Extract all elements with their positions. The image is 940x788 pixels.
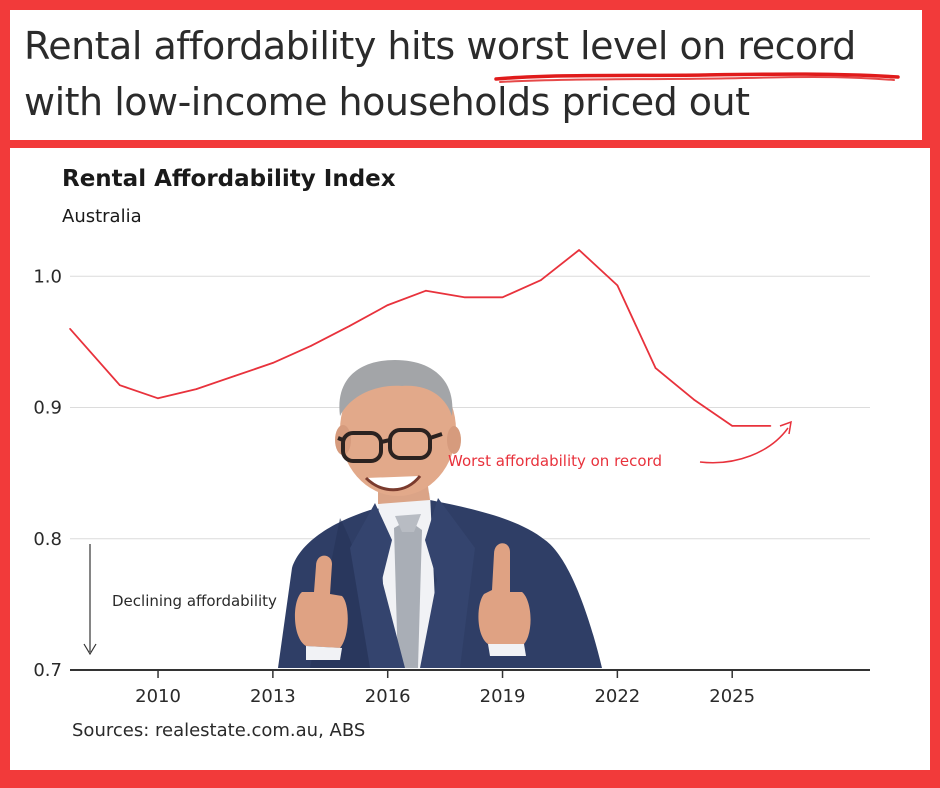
data-point — [693, 399, 695, 401]
data-point — [234, 375, 236, 377]
data-point — [425, 290, 427, 292]
data-point — [540, 279, 542, 281]
data-point — [157, 398, 159, 400]
annotation-worst: Worst affordability on record — [448, 452, 662, 470]
data-point — [655, 367, 657, 369]
x-tick-label: 2022 — [594, 686, 640, 707]
x-tick-label: 2010 — [135, 686, 181, 707]
x-tick-label: 2013 — [250, 686, 296, 707]
y-tick-label: 1.0 — [33, 266, 62, 287]
chart-source: Sources: realestate.com.au, ABS — [72, 720, 365, 741]
chart-title: Rental Affordability Index — [62, 166, 396, 192]
data-point — [731, 425, 733, 427]
data-point — [119, 384, 121, 386]
data-point — [69, 328, 71, 330]
data-point — [349, 325, 351, 327]
annotation-declining: Declining affordability — [112, 592, 277, 610]
x-tick-label: 2016 — [365, 686, 411, 707]
chart-subtitle: Australia — [62, 206, 142, 227]
x-axis-ticks: 2010 2013 2016 2019 2022 2025 — [135, 670, 755, 707]
y-tick-label: 0.8 — [33, 529, 62, 550]
chart-panel: Rental Affordability Index Australia 0.7… — [10, 148, 930, 770]
x-tick-label: 2019 — [480, 686, 526, 707]
data-point — [578, 249, 580, 251]
data-point — [617, 285, 619, 287]
man-thumbs-up-photo — [278, 360, 602, 668]
data-point — [770, 425, 772, 427]
x-tick-label: 2025 — [709, 686, 755, 707]
y-tick-label: 0.7 — [33, 660, 62, 681]
headline-highlight: worst level on record — [466, 24, 855, 68]
y-axis-ticks: 0.7 0.8 0.9 1.0 — [33, 266, 62, 681]
headline-prefix: Rental affordability hits — [24, 24, 466, 68]
y-tick-label: 0.9 — [33, 398, 62, 419]
data-point — [502, 296, 504, 298]
gridlines — [70, 276, 870, 539]
data-point — [310, 345, 312, 347]
annotation-arrow-curve — [700, 428, 788, 463]
headline-box: Rental affordability hits worst level on… — [10, 10, 922, 140]
data-point — [387, 304, 389, 306]
headline-line2: with low-income households priced out — [24, 80, 750, 124]
rental-affordability-chart: Rental Affordability Index Australia 0.7… — [10, 148, 930, 770]
data-point — [196, 388, 198, 390]
red-underline-scribble — [494, 70, 900, 86]
data-point — [463, 296, 465, 298]
data-point — [272, 362, 274, 364]
